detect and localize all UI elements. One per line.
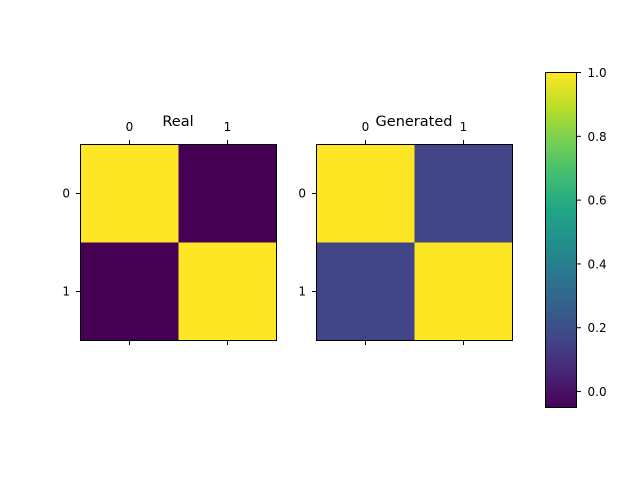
heatmap-cell — [414, 144, 513, 243]
x-tick-label: 1 — [224, 120, 232, 134]
x-tick-label: 0 — [362, 120, 370, 134]
colorbar-tick-label: 0.6 — [588, 194, 607, 208]
heatmap-panel-generated: Generated 0 1 0 1 — [298, 114, 513, 345]
heatmap-cells — [316, 144, 513, 341]
panel-title: Generated — [376, 114, 453, 130]
colorbar-ticks: 1.0 0.8 0.6 0.4 0.2 0.0 — [576, 66, 607, 399]
y-tick-label: 1 — [298, 285, 306, 299]
plot-frame — [316, 144, 513, 341]
heatmap-cell — [80, 144, 179, 243]
colorbar-tick-label: 1.0 — [588, 66, 607, 80]
colorbar-gradient — [545, 72, 576, 408]
colorbar: 1.0 0.8 0.6 0.4 0.2 0.0 — [545, 66, 607, 408]
colorbar-tick-label: 0.0 — [588, 385, 607, 399]
heatmap-cell — [414, 242, 513, 341]
y-tick-label: 1 — [62, 285, 70, 299]
y-tick-label: 0 — [62, 187, 70, 201]
heatmap-cell — [80, 242, 179, 341]
colorbar-tick-label: 0.2 — [588, 321, 607, 335]
x-tick-label: 1 — [460, 120, 468, 134]
colorbar-frame — [545, 72, 577, 408]
plot-frame — [80, 144, 277, 341]
heatmap-panel-real: Real 0 1 0 1 — [62, 114, 277, 345]
x-tick-label: 0 — [126, 120, 134, 134]
heatmap-cell — [316, 242, 415, 341]
heatmap-cell — [316, 144, 415, 243]
colorbar-tick-label: 0.4 — [588, 257, 607, 271]
heatmap-cell — [178, 242, 277, 341]
heatmap-cell — [178, 144, 277, 243]
panel-title: Real — [162, 114, 193, 130]
heatmap-cells — [80, 144, 277, 341]
colorbar-tick-label: 0.8 — [588, 130, 607, 144]
y-tick-label: 0 — [298, 187, 306, 201]
